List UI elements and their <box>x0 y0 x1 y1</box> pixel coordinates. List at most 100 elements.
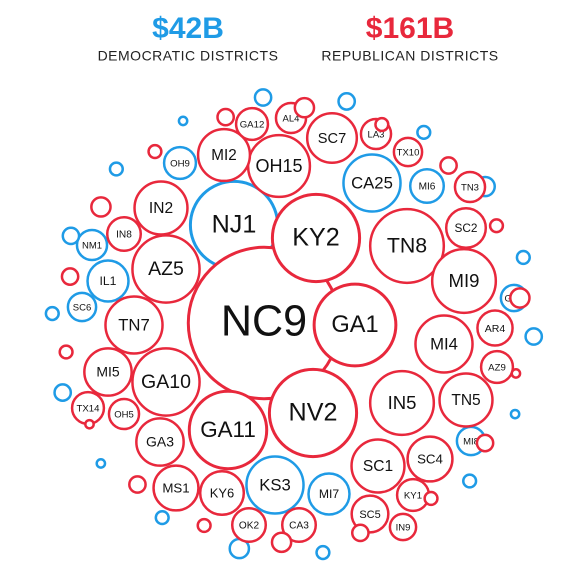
bubble <box>105 215 143 253</box>
bubble-label: AL4 <box>283 114 300 125</box>
bubble <box>44 305 60 322</box>
bubble <box>270 192 362 284</box>
bubble-label: IN5 <box>388 392 417 413</box>
bubble-label: MI6 <box>419 182 436 193</box>
bubble-label: TN5 <box>451 392 480 409</box>
bubble-label: GA10 <box>141 371 191 393</box>
bubble <box>135 417 185 467</box>
bubble-label: TX10 <box>397 148 420 159</box>
bubble <box>162 145 198 181</box>
bubble <box>350 523 370 543</box>
bubble <box>60 267 80 286</box>
bubble <box>368 369 436 437</box>
bubble-label: CA25 <box>351 173 393 192</box>
bubble <box>337 92 357 111</box>
bubble <box>305 111 359 165</box>
bubble-label: TN8 <box>387 234 427 258</box>
bubble-label: LA3 <box>368 130 385 141</box>
bubble <box>128 475 147 494</box>
bubble <box>414 314 474 374</box>
bubble <box>187 389 269 471</box>
bubble <box>198 469 246 517</box>
bubble <box>509 408 521 420</box>
bubble-label: SC5 <box>359 509 380 521</box>
bubble-label: NC9 <box>221 297 307 345</box>
bubble <box>53 383 73 402</box>
bubble-label: GA3 <box>146 434 174 450</box>
bubble <box>147 143 163 160</box>
bubble <box>84 418 95 430</box>
bubble-label: MI9 <box>449 270 480 291</box>
bubble <box>368 207 446 285</box>
bubble-label: GA1 <box>331 312 378 338</box>
republican-total: $161B <box>366 12 454 45</box>
bubble <box>196 127 252 183</box>
bubble <box>479 349 515 385</box>
bubble <box>196 517 212 534</box>
democratic-total: $42B <box>152 12 224 45</box>
bubble <box>453 170 487 204</box>
bubble <box>438 372 494 428</box>
bubble-label: KY6 <box>210 485 234 500</box>
democratic-legend: DEMOCRATIC DISTRICTS <box>98 48 279 64</box>
bubble <box>108 161 124 177</box>
bubble-label: IL1 <box>100 274 117 288</box>
bubble <box>439 156 458 175</box>
bubble-label: IN2 <box>149 200 173 217</box>
bubble <box>476 309 514 347</box>
bubble <box>154 509 170 526</box>
bubble <box>462 473 478 489</box>
bubble-label: KY1 <box>404 491 422 502</box>
bubble-label: IN8 <box>116 230 132 241</box>
bubble-label: TX14 <box>76 404 100 415</box>
bubble <box>350 438 406 494</box>
bubble <box>515 249 531 266</box>
bubble <box>524 327 544 346</box>
bubble-label: SC4 <box>417 452 443 467</box>
bubble-label: OK2 <box>239 521 260 532</box>
bubble-label: SC2 <box>455 221 478 235</box>
bubble <box>83 347 133 397</box>
bubble <box>430 247 498 315</box>
bubble <box>280 506 318 544</box>
bubble <box>342 153 402 213</box>
bubble <box>253 88 273 107</box>
bubble <box>104 295 164 355</box>
bubble <box>350 494 390 534</box>
bubble <box>270 531 293 554</box>
bubble-label: TN3 <box>461 183 479 194</box>
bubble <box>131 347 201 417</box>
bubble <box>475 433 495 453</box>
bubble <box>66 291 98 323</box>
bubble <box>509 287 531 309</box>
bubble <box>408 167 446 205</box>
bubble-label: CA3 <box>289 521 309 532</box>
bubble <box>95 458 107 469</box>
bubble-label: AZ9 <box>488 363 506 374</box>
bubble-label: KS3 <box>259 475 291 494</box>
bubble-label: AR4 <box>485 323 506 335</box>
republican-legend: REPUBLICAN DISTRICTS <box>321 48 498 64</box>
bubble <box>86 259 130 303</box>
bubble-label: MI8 <box>463 437 479 448</box>
bubble-label: SC6 <box>73 303 91 314</box>
bubble <box>406 435 454 483</box>
bubble <box>392 136 424 168</box>
bubble-label: GA12 <box>240 120 265 131</box>
bubble-label: OH15 <box>255 156 302 176</box>
bubble <box>61 226 81 246</box>
bubble <box>374 116 390 133</box>
bubble-label: MI2 <box>211 147 236 164</box>
bubble-label: KY2 <box>292 224 340 252</box>
bubble-label: NM1 <box>82 241 102 252</box>
bubble <box>152 464 200 512</box>
bubble <box>107 397 141 431</box>
bubble <box>510 368 522 379</box>
bubble <box>58 344 74 360</box>
bubble-label: MI5 <box>96 364 120 380</box>
bubble <box>131 234 201 304</box>
bubble-label: OH5 <box>114 410 134 421</box>
bubble-label: IN9 <box>396 523 411 534</box>
bubble-label: OH9 <box>170 159 190 170</box>
